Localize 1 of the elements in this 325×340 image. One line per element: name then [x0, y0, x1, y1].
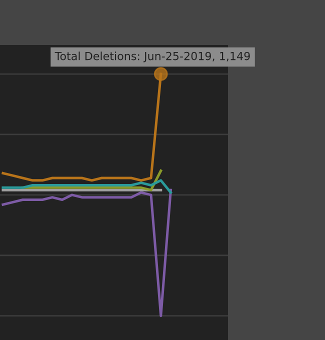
annotation: Total Deletions: Jun-25-2019, 1,149: [54, 52, 250, 62]
